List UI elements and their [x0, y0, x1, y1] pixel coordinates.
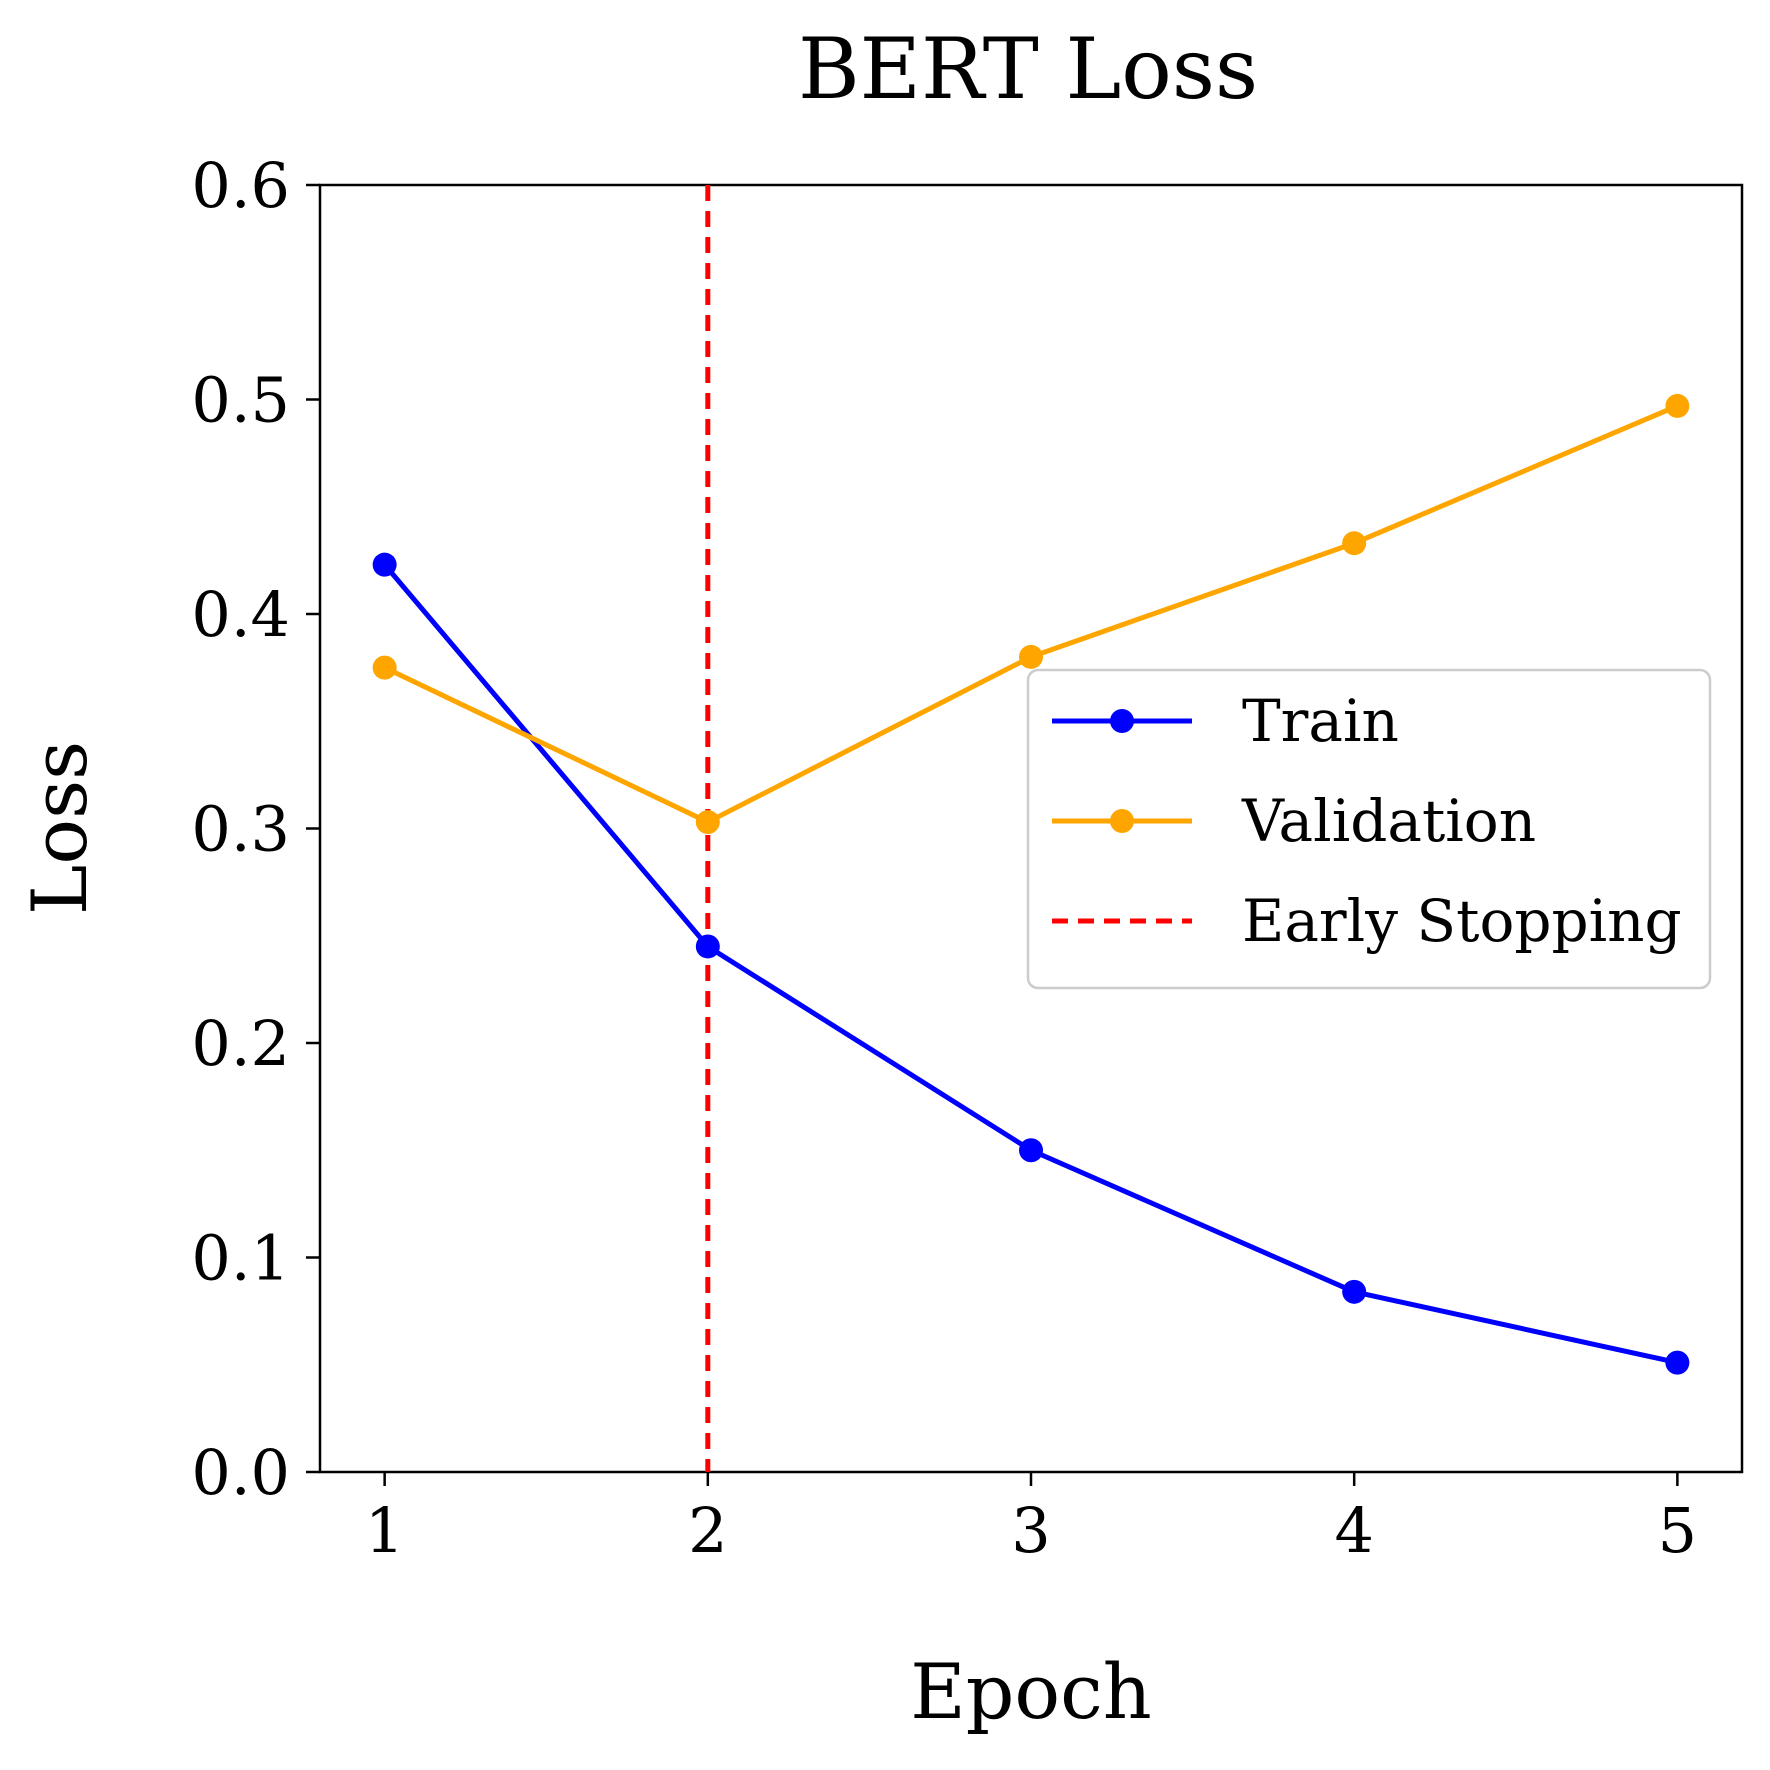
y-axis-label: Loss — [15, 741, 104, 915]
legend: Train Validation Early Stopping — [1026, 668, 1712, 990]
train-point — [695, 934, 720, 959]
train-point — [1665, 1350, 1690, 1375]
series-layer — [372, 393, 1690, 1375]
legend-box — [1026, 668, 1712, 990]
y-tick-label: 0.5 — [191, 364, 290, 437]
legend-early-stopping-label: Early Stopping — [1242, 887, 1682, 955]
y-tick-label: 0.1 — [191, 1222, 290, 1295]
legend-validation-label: Validation — [1241, 787, 1536, 855]
x-axis-label: Epoch — [910, 1647, 1151, 1736]
validation-point — [1665, 393, 1690, 418]
x-tick-label: 1 — [365, 1494, 404, 1567]
x-tick-label: 3 — [1011, 1494, 1050, 1567]
y-tick-label: 0.6 — [191, 149, 290, 222]
validation-point — [372, 655, 397, 680]
ticks-layer: 1 2 3 4 5 0.0 0.1 0.2 0.3 0.4 0.5 0.6 — [191, 149, 1697, 1567]
legend-validation-marker — [1110, 809, 1134, 833]
validation-point — [1342, 531, 1367, 556]
y-tick-label: 0.4 — [191, 578, 290, 651]
legend-item-validation: Validation — [1052, 787, 1536, 855]
x-tick-label: 5 — [1658, 1494, 1697, 1567]
legend-item-early-stopping: Early Stopping — [1052, 887, 1682, 955]
y-tick-label: 0.3 — [191, 793, 290, 866]
train-point — [372, 552, 397, 577]
legend-train-marker — [1110, 709, 1134, 733]
validation-point — [1019, 644, 1043, 669]
legend-train-label: Train — [1242, 687, 1399, 755]
y-tick-label: 0.2 — [191, 1007, 290, 1080]
x-tick-label: 4 — [1334, 1494, 1373, 1567]
legend-item-train: Train — [1052, 687, 1399, 755]
chart-title: BERT Loss — [798, 20, 1258, 118]
plot-area: 1 2 3 4 5 0.0 0.1 0.2 0.3 0.4 0.5 0.6 — [191, 149, 1744, 1567]
train-point — [1019, 1138, 1043, 1163]
y-tick-label: 0.0 — [191, 1436, 290, 1509]
x-tick-label: 2 — [688, 1494, 727, 1567]
validation-point — [695, 810, 720, 835]
train-point — [1342, 1279, 1367, 1304]
